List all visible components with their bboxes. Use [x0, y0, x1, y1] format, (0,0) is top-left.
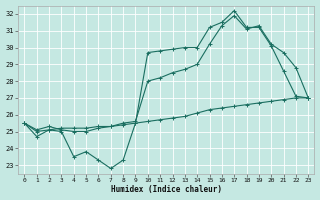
X-axis label: Humidex (Indice chaleur): Humidex (Indice chaleur) — [111, 185, 222, 194]
